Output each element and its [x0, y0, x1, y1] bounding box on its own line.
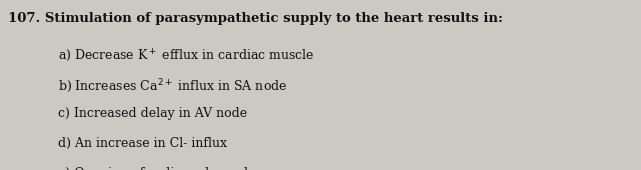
Text: d) An increase in Cl- influx: d) An increase in Cl- influx [58, 137, 227, 150]
Text: b) Increases Ca$^{2+}$ influx in SA node: b) Increases Ca$^{2+}$ influx in SA node [58, 77, 287, 95]
Text: e) Opening of sodium channel: e) Opening of sodium channel [58, 167, 247, 170]
Text: 107. Stimulation of parasympathetic supply to the heart results in:: 107. Stimulation of parasympathetic supp… [8, 12, 503, 25]
Text: a) Decrease K$^+$ efflux in cardiac muscle: a) Decrease K$^+$ efflux in cardiac musc… [58, 48, 314, 64]
Text: c) Increased delay in AV node: c) Increased delay in AV node [58, 107, 247, 120]
